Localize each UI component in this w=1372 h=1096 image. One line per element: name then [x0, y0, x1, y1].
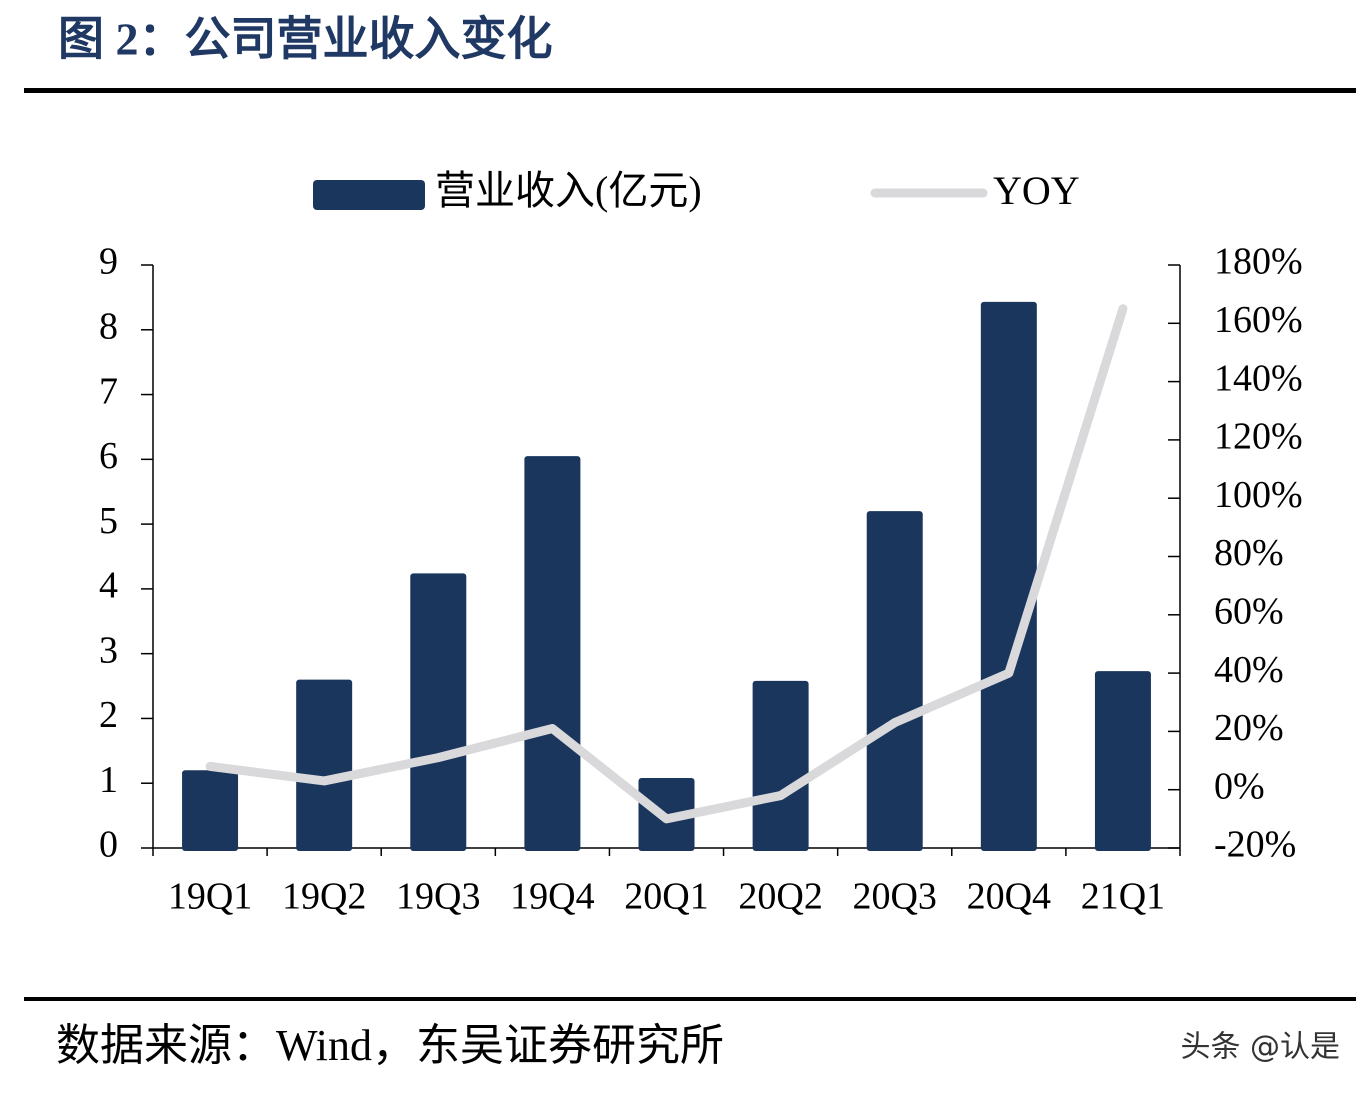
y-tick-label: 3 [99, 629, 118, 671]
y-tick-label: 0 [99, 824, 118, 866]
x-tick-label: 20Q2 [738, 876, 822, 918]
x-tick-label: 20Q3 [852, 876, 936, 918]
bar [752, 680, 809, 851]
watermark: 头条 @认是 [1180, 1030, 1340, 1065]
bar [1094, 671, 1151, 851]
y-tick-label: 9 [99, 241, 118, 283]
yoy-line [205, 304, 1128, 824]
x-tick-label: 19Q4 [510, 876, 594, 918]
y2-tick-label: 40% [1214, 649, 1284, 691]
y2-tick-label: 180% [1214, 241, 1303, 283]
source-note: 数据来源：Wind，东吴证券研究所 [56, 1021, 724, 1070]
footer-rule [24, 997, 1356, 1001]
y2-tick-label: 120% [1214, 416, 1303, 458]
bar [410, 573, 467, 851]
y-tick-label: 5 [99, 500, 118, 542]
title-rule [24, 88, 1356, 93]
y2-tick-label: 20% [1214, 707, 1284, 749]
x-tick-label: 19Q1 [168, 876, 252, 918]
y2-tick-label: 140% [1214, 357, 1303, 399]
x-tick-label: 21Q1 [1081, 876, 1165, 918]
y-tick-label: 8 [99, 305, 118, 347]
x-tick-label: 20Q4 [967, 876, 1051, 918]
bar [524, 456, 581, 851]
y2-tick-label: 80% [1214, 532, 1284, 574]
y2-tick-label: -20% [1214, 824, 1296, 866]
y-tick-label: 2 [99, 694, 118, 736]
y-tick-label: 7 [99, 370, 118, 412]
bar [296, 679, 353, 851]
chart-title: 图 2：公司营业收入变化 [58, 14, 553, 65]
y-tick-label: 1 [99, 759, 118, 801]
x-tick-label: 19Q3 [396, 876, 480, 918]
legend-swatch [313, 180, 425, 210]
y2-tick-label: 60% [1214, 591, 1284, 633]
y-tick-label: 4 [99, 565, 118, 607]
y2-tick-label: 100% [1214, 474, 1303, 516]
bar [866, 511, 923, 851]
x-tick-label: 20Q1 [624, 876, 708, 918]
y-tick-label: 6 [99, 435, 118, 477]
y2-tick-label: 160% [1214, 299, 1303, 341]
bar [980, 301, 1037, 851]
bar [182, 770, 239, 851]
legend-label: YOY [993, 168, 1080, 213]
x-tick-label: 19Q2 [282, 876, 366, 918]
y2-tick-label: 0% [1214, 765, 1265, 807]
legend-label: 营业收入(亿元) [435, 168, 702, 213]
